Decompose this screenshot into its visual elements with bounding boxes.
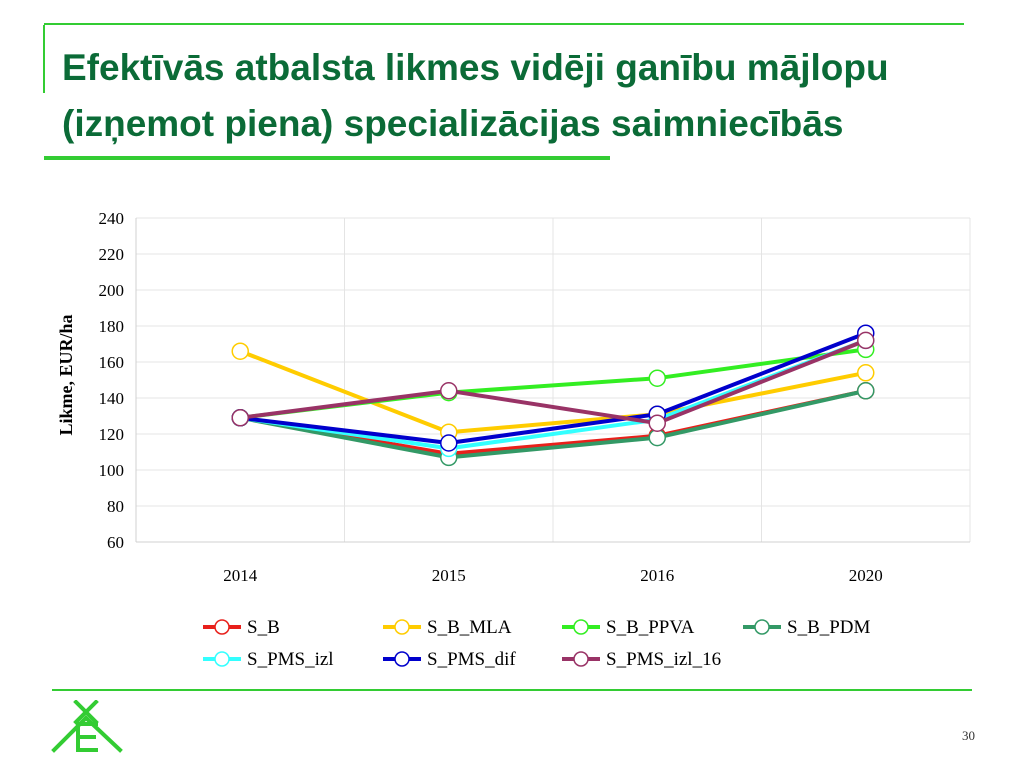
logo-icon — [51, 700, 123, 753]
x-tick-label: 2016 — [640, 566, 674, 585]
data-point-s-pms-izl-16 — [648, 414, 666, 432]
title-frame-top-line — [44, 23, 964, 25]
y-tick-label: 220 — [99, 245, 125, 264]
y-tick-label: 180 — [99, 317, 125, 336]
chart-grid — [136, 217, 971, 543]
legend-swatch-marker — [573, 619, 589, 635]
x-tick-label: 2014 — [223, 566, 258, 585]
legend-item: S_PMS_izl_16 — [562, 649, 721, 670]
data-point-s-b-pdm — [648, 428, 666, 447]
legend-item: S_B_MLA — [383, 617, 512, 638]
legend-item: S_B_PPVA — [562, 617, 695, 638]
page-number: 30 — [962, 728, 975, 743]
series-line-s-pms-izl-16 — [239, 338, 867, 426]
slide-title-line-2: (izņemot piena) specializācijas saimniec… — [62, 103, 844, 144]
data-point-s-pms-izl-16 — [440, 382, 458, 400]
y-tick-label: 200 — [99, 281, 125, 300]
data-point-s-pms-izl-16 — [231, 409, 249, 427]
legend-swatch-marker — [754, 619, 770, 635]
legend-label: S_B_MLA — [427, 617, 512, 638]
y-tick-label: 140 — [99, 389, 125, 408]
data-point-s-b-pdm — [857, 382, 875, 400]
chart-legend: S_B S_B_MLA S_B_PPVA S_B_PDM S_PMS_izl S_PMS_… — [203, 617, 871, 670]
x-tick-label: 2015 — [432, 566, 466, 585]
title-frame-left-line — [43, 25, 45, 93]
slide-title: Efektīvās atbalsta likmes vidēji ganību … — [62, 40, 1012, 152]
y-tick-label: 240 — [99, 209, 125, 228]
legend-item: S_PMS_izl — [203, 649, 334, 670]
title-underline — [44, 156, 610, 160]
y-tick-label: 60 — [107, 533, 124, 552]
legend-label: S_PMS_dif — [427, 649, 516, 670]
y-tick-label: 160 — [99, 353, 125, 372]
data-point-s-pms-dif — [440, 434, 458, 452]
legend-label: S_B_PPVA — [606, 617, 695, 638]
y-tick-label: 80 — [107, 497, 124, 516]
legend-swatch-marker — [394, 651, 410, 667]
footer-line — [52, 689, 972, 691]
data-point-s-b-ppva — [648, 369, 666, 387]
slide-title-line-1: Efektīvās atbalsta likmes vidēji ganību … — [62, 47, 889, 88]
y-tick-label: 100 — [99, 461, 125, 480]
x-tick-label: 2020 — [849, 566, 883, 585]
legend-label: S_B — [247, 617, 280, 638]
legend-label: S_PMS_izl_16 — [606, 649, 721, 670]
legend-item: S_B_PDM — [743, 617, 871, 638]
chart-axes — [135, 218, 970, 543]
x-axis-ticks: 2014 2015 2016 2020 — [223, 566, 883, 585]
legend-item: S_PMS_dif — [383, 649, 516, 670]
legend-label: S_B_PDM — [787, 617, 871, 638]
series-s-pms-izl-16 — [231, 331, 875, 432]
series-line-s-pms-dif — [240, 331, 867, 445]
data-point-s-b-mla — [857, 364, 875, 382]
y-tick-label: 120 — [99, 425, 125, 444]
y-axis-label: Likme, EUR/ha — [56, 314, 76, 435]
legend-swatch-marker — [214, 651, 230, 667]
legend-swatch-marker — [573, 651, 589, 667]
chart-series — [231, 324, 875, 467]
y-axis-ticks: 60 80 100 120 140 160 180 200 220 240 — [99, 209, 125, 552]
legend-label: S_PMS_izl — [247, 649, 334, 670]
series-line-s-b-mla — [239, 349, 867, 435]
data-point-s-pms-izl-16 — [857, 331, 875, 350]
data-point-s-b-mla — [231, 342, 249, 360]
series-line-s-b-pdm — [239, 388, 867, 460]
legend-item: S_B — [203, 617, 280, 638]
legend-swatch-marker — [214, 619, 230, 635]
legend-swatch-marker — [394, 619, 410, 635]
